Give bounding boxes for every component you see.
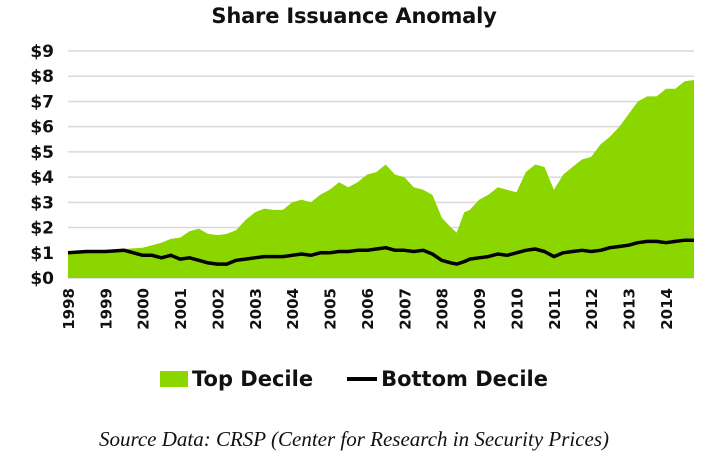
y-tick-label: $9 — [30, 42, 54, 62]
y-tick-label: $1 — [30, 244, 54, 264]
x-tick-label: 2010 — [508, 288, 526, 330]
y-tick-label: $0 — [30, 269, 54, 289]
chart-title: Share Issuance Anomaly — [211, 4, 497, 28]
y-tick-label: $8 — [30, 67, 54, 87]
y-axis-ticks: $0 $1 $2 $3 $4 $5 $6 $7 $8 $9 — [30, 42, 54, 289]
x-tick-label: 1998 — [60, 288, 78, 330]
x-tick-label: 2000 — [135, 288, 153, 330]
y-tick-label: $4 — [30, 168, 54, 188]
x-tick-label: 2012 — [583, 288, 601, 330]
top-decile-swatch — [160, 371, 188, 387]
y-tick-label: $3 — [30, 193, 54, 213]
x-tick-label: 2002 — [209, 288, 227, 330]
legend-item-bottom-decile: Bottom Decile — [347, 367, 548, 391]
x-tick-label: 2013 — [621, 288, 639, 330]
y-tick-label: $7 — [30, 92, 54, 112]
x-tick-label: 2009 — [471, 288, 489, 330]
x-tick-label: 2001 — [172, 288, 190, 330]
x-tick-label: 2006 — [359, 288, 377, 330]
x-tick-label: 1999 — [97, 288, 115, 330]
top-decile-area — [68, 80, 694, 278]
x-tick-label: 2005 — [322, 288, 340, 330]
y-tick-label: $5 — [30, 143, 54, 163]
x-tick-label: 2011 — [546, 288, 564, 330]
legend-label-bottom-decile: Bottom Decile — [381, 367, 548, 391]
legend-label-top-decile: Top Decile — [192, 367, 314, 391]
y-tick-label: $6 — [30, 118, 54, 138]
x-tick-label: 2014 — [658, 288, 676, 330]
x-tick-label: 2004 — [284, 288, 302, 330]
series-layer — [67, 80, 694, 278]
x-tick-label: 2003 — [247, 288, 265, 330]
x-tick-label: 2007 — [396, 288, 414, 330]
bottom-decile-line — [67, 238, 694, 266]
legend-item-top-decile: Top Decile — [160, 367, 313, 391]
source-note: Source Data: CRSP (Center for Research i… — [98, 427, 610, 451]
bottom-decile-swatch — [347, 377, 378, 381]
y-tick-label: $2 — [30, 219, 54, 239]
x-axis-ticks: 1998 1999 2000 2001 2002 2003 2004 2005 2006 2007… — [60, 288, 676, 330]
x-tick-label: 2008 — [434, 288, 452, 330]
legend: Top Decile Bottom Decile — [0, 367, 708, 391]
